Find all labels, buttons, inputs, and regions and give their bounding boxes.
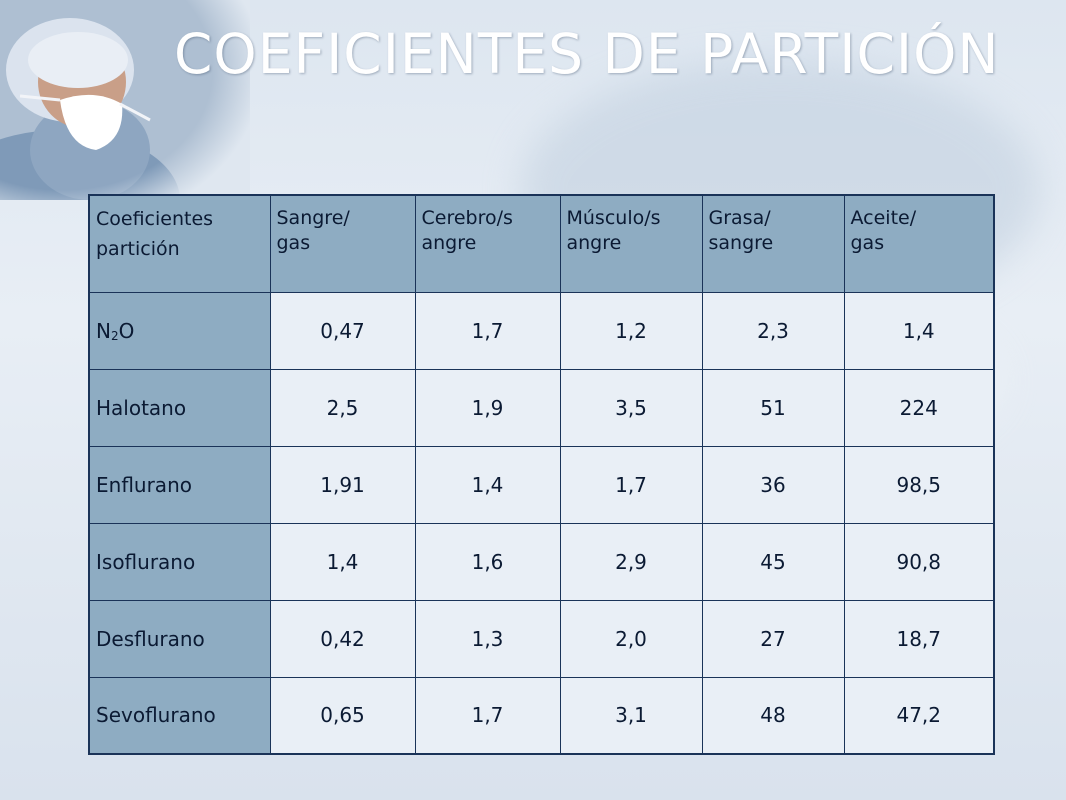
column-header-line: Coeficientes [96,208,214,230]
table-cell: 48 [701,676,845,755]
table-cell: 98,5 [843,445,995,524]
table-cell: 1,4 [269,522,416,601]
table-cell: 90,8 [843,522,995,601]
column-header: Aceite/gas [843,194,995,293]
table-row: Halotano 2,5 1,9 3,5 51 224 [88,368,995,447]
column-header-line: angre [566,231,622,254]
column-header-line: Grasa/ [708,207,771,229]
column-header-line: angre [421,231,477,254]
table-cell: 1,9 [414,368,561,447]
table-row: Enflurano 1,91 1,4 1,7 36 98,5 [88,445,995,524]
column-header-line: Aceite/ [850,207,917,229]
slide-title: COEFICIENTES DE PARTICIÓN [174,22,1000,86]
column-header-line: Músculo/s [566,207,661,229]
partition-table-container: Coeficientes partición Sangre/gas Cerebro… [88,194,995,755]
table-cell: 2,9 [559,522,703,601]
table-row: Desflurano 0,42 1,3 2,0 27 18,7 [88,599,995,678]
column-header-line: Cerebro/s [421,207,513,229]
table-cell: 1,7 [414,291,561,370]
table-row: Isoflurano 1,4 1,6 2,9 45 90,8 [88,522,995,601]
surgeon-photo [0,0,250,200]
column-header-line: sangre [708,231,774,254]
table-row: N2O 0,47 1,7 1,2 2,3 1,4 [88,291,995,370]
agent-name: Halotano [88,368,271,447]
column-header-line: Sangre/ [276,207,350,229]
table-row: Sevoflurano 0,65 1,7 3,1 48 47,2 [88,676,995,755]
column-header: Coeficientes partición [88,194,271,293]
table-cell: 47,2 [843,676,995,755]
table-cell: 3,1 [559,676,703,755]
agent-name: Desflurano [88,599,271,678]
table-cell: 2,5 [269,368,416,447]
column-header: Músculo/s angre [559,194,703,293]
partition-coefficients-table: Coeficientes partición Sangre/gas Cerebro… [88,194,995,755]
column-header: Cerebro/s angre [414,194,561,293]
table-cell: 1,6 [414,522,561,601]
table-cell: 1,4 [843,291,995,370]
table-cell: 18,7 [843,599,995,678]
table-cell: 1,2 [559,291,703,370]
table-cell: 1,7 [559,445,703,524]
table-cell: 2,3 [701,291,845,370]
table-cell: 0,47 [269,291,416,370]
table-cell: 1,4 [414,445,561,524]
table-cell: 2,0 [559,599,703,678]
table-cell: 1,7 [414,676,561,755]
column-header-line: partición [96,238,180,261]
table-cell: 0,65 [269,676,416,755]
table-header-row: Coeficientes partición Sangre/gas Cerebro… [88,194,995,293]
table-body: Coeficientes partición Sangre/gas Cerebro… [88,194,995,755]
table-cell: 27 [701,599,845,678]
table-cell: 1,91 [269,445,416,524]
agent-name: Enflurano [88,445,271,524]
agent-name: N2O [88,291,271,370]
agent-name: Sevoflurano [88,676,271,755]
column-header: Grasa/sangre [701,194,845,293]
table-cell: 0,42 [269,599,416,678]
column-header-line: gas [850,231,885,254]
table-cell: 45 [701,522,845,601]
table-cell: 3,5 [559,368,703,447]
table-cell: 36 [701,445,845,524]
column-header-line: gas [276,231,311,254]
column-header: Sangre/gas [269,194,416,293]
table-cell: 1,3 [414,599,561,678]
table-cell: 224 [843,368,995,447]
table-cell: 51 [701,368,845,447]
agent-name: Isoflurano [88,522,271,601]
